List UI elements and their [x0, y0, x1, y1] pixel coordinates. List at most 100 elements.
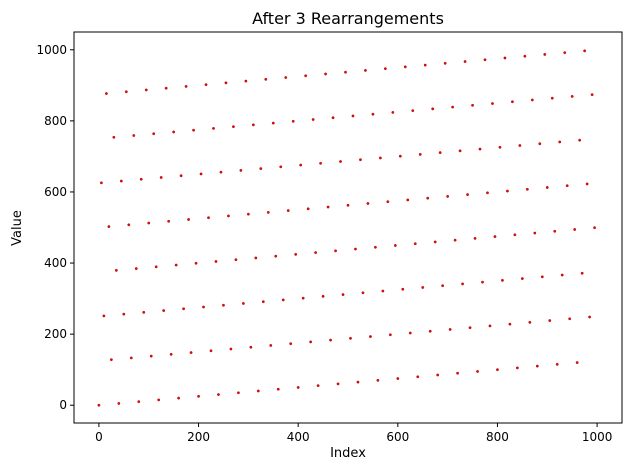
data-point [227, 214, 230, 218]
data-point [294, 252, 298, 256]
y-tick-label: 1000 [36, 43, 67, 57]
data-point [241, 302, 245, 305]
data-point [426, 196, 430, 200]
data-point [197, 394, 200, 398]
data-point [468, 326, 472, 330]
data-point [346, 203, 350, 207]
data-point [137, 400, 141, 404]
data-point [152, 132, 156, 136]
data-point [336, 382, 340, 386]
data-point [109, 358, 113, 362]
data-point [354, 247, 357, 251]
data-point [249, 345, 253, 349]
data-point [326, 205, 330, 209]
x-tick-label: 600 [386, 430, 409, 444]
data-point [341, 293, 345, 296]
data-point [104, 92, 108, 95]
data-point [515, 366, 519, 370]
data-point [329, 338, 332, 342]
data-point [179, 174, 183, 178]
data-point [271, 121, 275, 125]
x-tick-label: 1000 [582, 430, 613, 444]
data-point [575, 361, 579, 364]
y-axis-label: Value [10, 210, 25, 246]
x-tick-label: 200 [187, 430, 210, 444]
data-point [284, 76, 288, 79]
data-point [498, 145, 502, 149]
data-point [324, 72, 327, 76]
data-point [528, 320, 532, 324]
data-point [413, 242, 417, 246]
data-point [256, 389, 260, 393]
data-point [520, 277, 524, 280]
data-point [493, 235, 497, 239]
data-point [286, 209, 290, 213]
data-point [194, 261, 198, 265]
data-point [301, 296, 305, 300]
data-point [473, 236, 477, 240]
data-point [259, 167, 263, 171]
data-point [199, 172, 203, 176]
data-point [560, 273, 564, 277]
data-point [491, 102, 494, 105]
data-point [304, 74, 308, 78]
data-point [212, 127, 215, 130]
data-point [164, 86, 168, 90]
data-point [371, 112, 375, 116]
data-point [177, 396, 181, 400]
data-point [147, 221, 151, 225]
data-point [97, 403, 101, 407]
data-point [289, 342, 293, 346]
data-point [513, 233, 517, 237]
data-point [523, 54, 527, 58]
data-point [496, 368, 499, 372]
data-point [311, 118, 315, 121]
data-point [545, 186, 549, 189]
data-point [540, 275, 544, 279]
data-point [580, 271, 584, 275]
data-point [398, 154, 402, 158]
data-point [543, 53, 547, 56]
data-point [463, 60, 467, 63]
data-point [299, 163, 303, 167]
data-point [461, 282, 464, 286]
data-point [558, 140, 562, 144]
data-point [117, 402, 121, 405]
data-point [448, 328, 452, 331]
y-tick-label: 0 [59, 398, 67, 412]
y-axis: 0 200 400 600 800 1000 [36, 43, 74, 412]
data-point [239, 169, 243, 172]
x-tick-label: 0 [95, 430, 103, 444]
plot-area-frame [73, 31, 623, 424]
data-point [172, 130, 176, 134]
data-point [321, 294, 325, 298]
data-point [438, 151, 442, 155]
data-point [184, 85, 188, 88]
data-point [378, 156, 382, 160]
data-point [339, 160, 342, 163]
data-point [251, 123, 255, 127]
data-point [488, 324, 492, 328]
chart-title: After 3 Rearrangements [252, 9, 444, 28]
data-point [366, 202, 370, 205]
data-point [279, 165, 283, 169]
data-point [112, 135, 116, 139]
data-point [533, 231, 537, 235]
data-point [266, 210, 270, 214]
y-tick-label: 600 [44, 185, 67, 199]
data-point [583, 49, 587, 53]
data-point [306, 207, 310, 211]
data-point [411, 109, 415, 113]
data-point [555, 362, 559, 366]
data-point [369, 335, 372, 338]
data-point [593, 226, 596, 230]
data-point [331, 116, 335, 120]
data-point [418, 153, 422, 156]
data-point [388, 333, 392, 337]
data-point [573, 228, 577, 231]
data-point [578, 138, 582, 142]
y-tick-label: 800 [44, 114, 67, 128]
x-tick-label: 800 [486, 430, 509, 444]
data-point [386, 200, 390, 204]
data-point [550, 96, 554, 100]
